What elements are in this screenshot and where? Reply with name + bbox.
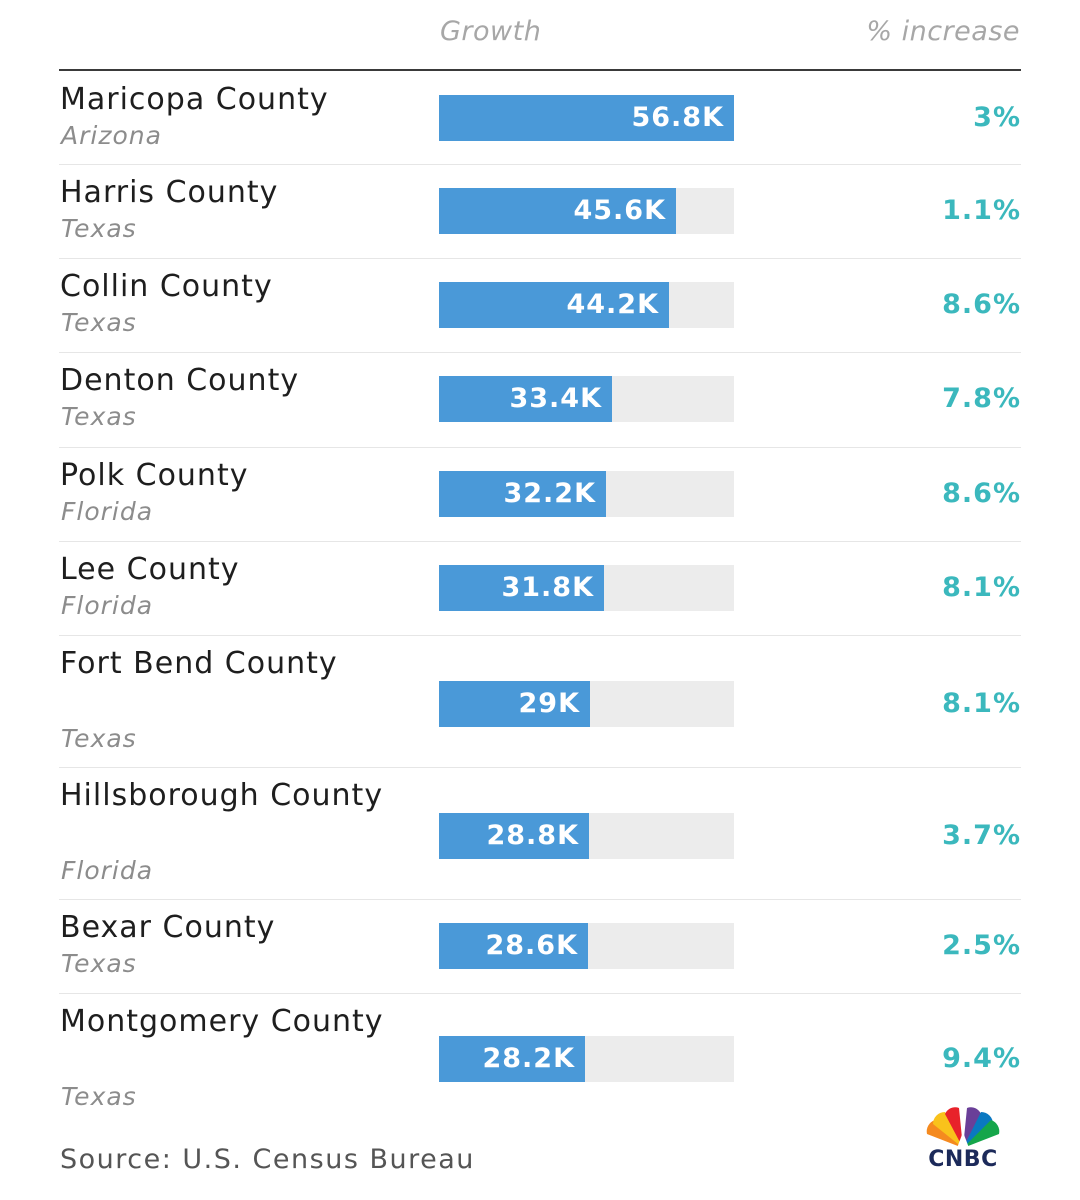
- row-divider: [59, 899, 1021, 900]
- row-divider: [59, 541, 1021, 542]
- source-note: Source: U.S. Census Bureau: [60, 1144, 475, 1175]
- state-name: Florida: [61, 856, 154, 885]
- growth-value-label: 32.2K: [503, 478, 596, 509]
- county-name: Bexar County: [60, 910, 276, 945]
- growth-bar: 44.2K: [439, 282, 669, 328]
- county-name: Denton County: [60, 363, 300, 398]
- county-name: Hillsborough County: [60, 778, 384, 813]
- bar-track: 44.2K: [439, 282, 734, 328]
- percent-increase-label: 8.1%: [942, 688, 1021, 719]
- peacock-icon: [926, 1107, 1000, 1148]
- peacock-feather-red: [945, 1107, 963, 1148]
- peacock-feather-green: [963, 1120, 1000, 1148]
- table-row: Polk County Florida 32.2K 8.6%: [59, 448, 1021, 542]
- percent-increase-label: 7.8%: [942, 383, 1021, 414]
- growth-bar: 28.8K: [439, 813, 589, 859]
- bar-track: 56.8K: [439, 95, 734, 141]
- peacock-feather-orange: [926, 1120, 963, 1148]
- state-name: Florida: [61, 591, 154, 620]
- state-name: Texas: [61, 1082, 137, 1111]
- table-row: Harris County Texas 45.6K 1.1%: [59, 165, 1021, 259]
- bar-track: 31.8K: [439, 565, 734, 611]
- growth-bar: 28.2K: [439, 1036, 585, 1082]
- growth-bar: 29K: [439, 681, 590, 727]
- percent-increase-label: 8.6%: [942, 478, 1021, 509]
- state-name: Texas: [61, 308, 137, 337]
- bar-track: 32.2K: [439, 471, 734, 517]
- growth-value-label: 28.8K: [486, 820, 579, 851]
- growth-bar: 33.4K: [439, 376, 612, 422]
- county-name: Maricopa County: [60, 82, 329, 117]
- bar-track: 28.2K: [439, 1036, 734, 1082]
- percent-increase-label: 1.1%: [942, 195, 1021, 226]
- growth-bar: 32.2K: [439, 471, 606, 517]
- percent-increase-label: 3.7%: [942, 820, 1021, 851]
- table-row: Bexar County Texas 28.6K 2.5%: [59, 900, 1021, 994]
- growth-value-label: 56.8K: [631, 102, 724, 133]
- peacock-feather-blue: [963, 1112, 993, 1148]
- bar-track: 45.6K: [439, 188, 734, 234]
- growth-value-label: 29K: [518, 688, 580, 719]
- peacock-body: [957, 1132, 969, 1148]
- percent-increase-label: 2.5%: [942, 930, 1021, 961]
- percent-increase-label: 3%: [973, 102, 1021, 133]
- table-row: Maricopa County Arizona 56.8K 3%: [59, 72, 1021, 165]
- state-name: Florida: [61, 497, 154, 526]
- bar-track: 33.4K: [439, 376, 734, 422]
- table-row: Fort Bend County Texas 29K 8.1%: [59, 636, 1021, 768]
- table-row: Montgomery County Texas 28.2K 9.4%: [59, 994, 1021, 1120]
- table-row: Lee County Florida 31.8K 8.1%: [59, 542, 1021, 636]
- growth-bar: 45.6K: [439, 188, 676, 234]
- growth-value-label: 28.6K: [485, 930, 578, 961]
- growth-value-label: 28.2K: [482, 1043, 575, 1074]
- growth-bar: 31.8K: [439, 565, 604, 611]
- table-row: Collin County Texas 44.2K 8.6%: [59, 259, 1021, 353]
- row-divider: [59, 352, 1021, 353]
- state-name: Texas: [61, 214, 137, 243]
- county-name: Polk County: [60, 458, 249, 493]
- row-divider: [59, 767, 1021, 768]
- bar-track: 29K: [439, 681, 734, 727]
- row-divider: [59, 635, 1021, 636]
- county-name: Fort Bend County: [60, 646, 338, 681]
- row-divider: [59, 164, 1021, 165]
- peacock-feather-yellow: [933, 1112, 963, 1148]
- percent-increase-label: 8.1%: [942, 572, 1021, 603]
- county-name: Harris County: [60, 175, 279, 210]
- state-name: Texas: [61, 402, 137, 431]
- percent-column-header: % increase: [866, 16, 1020, 47]
- peacock-feather-purple: [963, 1107, 981, 1148]
- growth-value-label: 33.4K: [509, 383, 602, 414]
- row-divider: [59, 258, 1021, 259]
- growth-bar: 28.6K: [439, 923, 588, 969]
- row-divider: [59, 993, 1021, 994]
- row-divider: [59, 447, 1021, 448]
- county-name: Collin County: [60, 269, 273, 304]
- percent-increase-label: 8.6%: [942, 289, 1021, 320]
- county-name: Lee County: [60, 552, 240, 587]
- logo-wordmark: CNBC: [928, 1147, 998, 1172]
- growth-value-label: 45.6K: [573, 195, 666, 226]
- bar-track: 28.6K: [439, 923, 734, 969]
- percent-increase-label: 9.4%: [942, 1043, 1021, 1074]
- growth-column-header: Growth: [440, 16, 542, 47]
- growth-value-label: 31.8K: [501, 572, 594, 603]
- bar-track: 28.8K: [439, 813, 734, 859]
- growth-bar: 56.8K: [439, 95, 734, 141]
- table-row: Denton County Texas 33.4K 7.8%: [59, 353, 1021, 448]
- table-row: Hillsborough County Florida 28.8K 3.7%: [59, 768, 1021, 900]
- state-name: Texas: [61, 949, 137, 978]
- cnbc-logo: CNBC: [915, 1106, 1011, 1178]
- state-name: Texas: [61, 724, 137, 753]
- header-rule: [59, 69, 1021, 71]
- state-name: Arizona: [61, 121, 162, 150]
- growth-value-label: 44.2K: [566, 289, 659, 320]
- county-name: Montgomery County: [60, 1004, 384, 1039]
